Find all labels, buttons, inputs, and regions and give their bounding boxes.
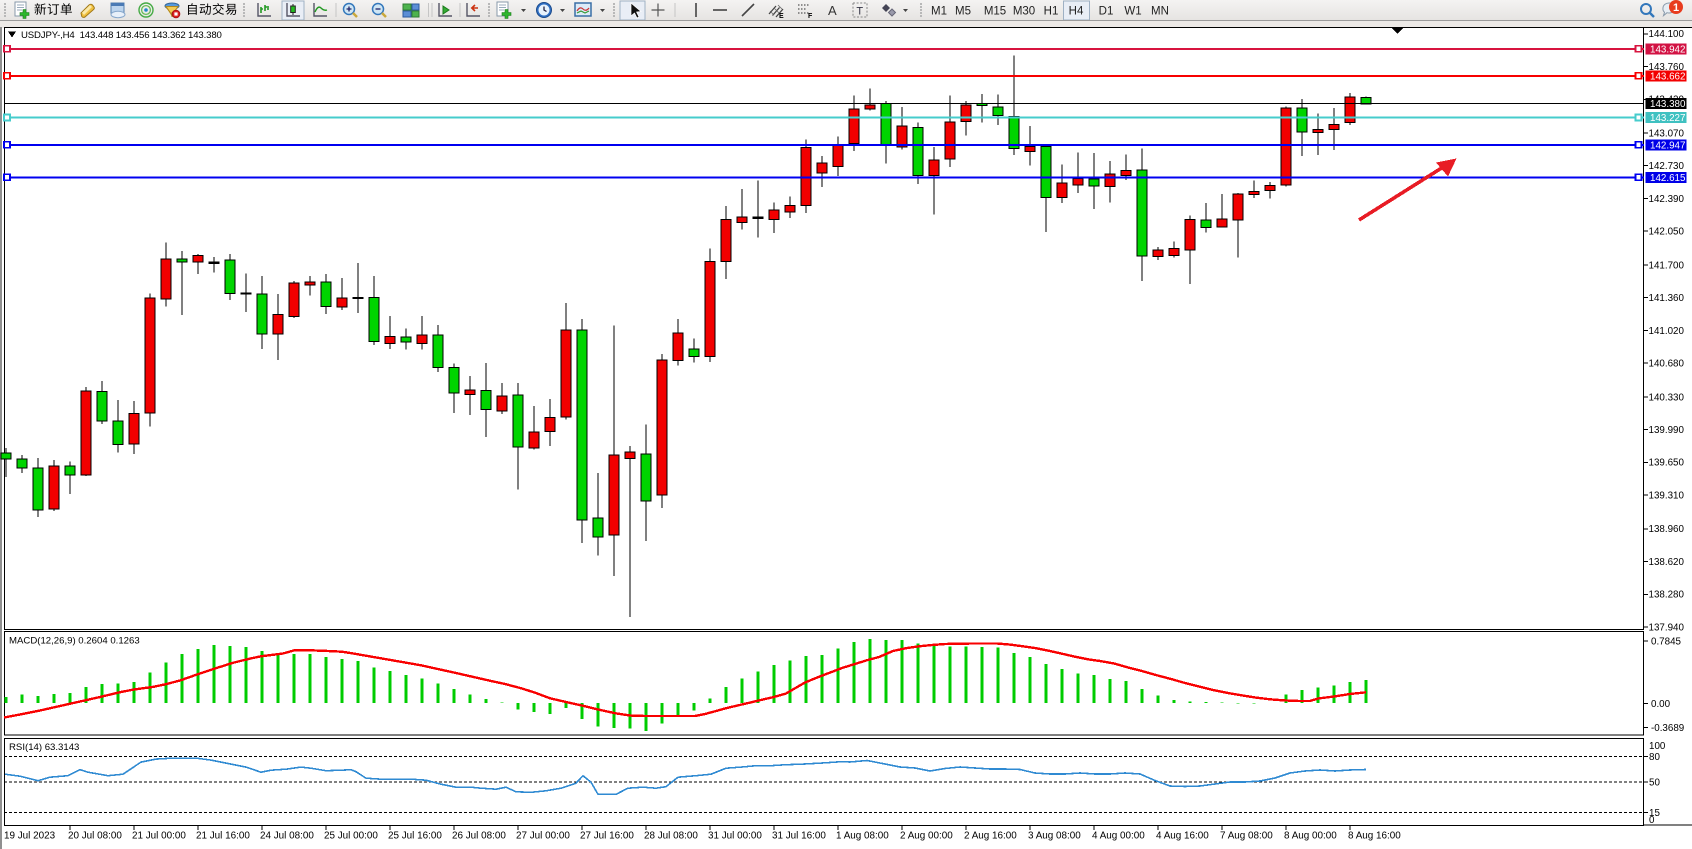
- svg-text:144.100: 144.100: [1649, 29, 1685, 40]
- svg-text:8 Aug 00:00: 8 Aug 00:00: [1284, 831, 1337, 842]
- svg-text:USDJPY-,H4 143.448 143.456 14: USDJPY-,H4 143.448 143.456 143.362 143.3…: [21, 30, 222, 41]
- svg-text:1: 1: [1673, 2, 1679, 14]
- svg-text:140.330: 140.330: [1649, 392, 1685, 403]
- svg-text:100: 100: [1649, 741, 1666, 752]
- svg-text:143.380: 143.380: [1650, 99, 1686, 110]
- svg-text:M5: M5: [955, 6, 971, 18]
- svg-text:31 Jul 00:00: 31 Jul 00:00: [708, 831, 762, 842]
- svg-text:E: E: [779, 13, 784, 20]
- svg-text:2 Aug 00:00: 2 Aug 00:00: [900, 831, 953, 842]
- svg-text:4 Aug 16:00: 4 Aug 16:00: [1156, 831, 1209, 842]
- svg-text:137.940: 137.940: [1649, 622, 1685, 633]
- svg-text:24 Jul 08:00: 24 Jul 08:00: [260, 831, 314, 842]
- svg-text:25 Jul 00:00: 25 Jul 00:00: [324, 831, 378, 842]
- svg-text:21 Jul 16:00: 21 Jul 16:00: [196, 831, 250, 842]
- svg-text:138.620: 138.620: [1649, 557, 1685, 568]
- svg-text:50: 50: [1649, 778, 1660, 789]
- svg-text:80: 80: [1649, 752, 1660, 763]
- svg-text:27 Jul 16:00: 27 Jul 16:00: [580, 831, 634, 842]
- svg-text:A: A: [828, 3, 837, 18]
- svg-text:2 Aug 16:00: 2 Aug 16:00: [964, 831, 1017, 842]
- svg-text:15: 15: [1649, 808, 1660, 819]
- svg-text:141.700: 141.700: [1649, 260, 1685, 271]
- svg-text:0.7845: 0.7845: [1651, 637, 1682, 648]
- svg-text:138.960: 138.960: [1649, 524, 1685, 535]
- svg-text:25 Jul 16:00: 25 Jul 16:00: [388, 831, 442, 842]
- svg-text:19 Jul 2023: 19 Jul 2023: [4, 831, 56, 842]
- svg-text:139.990: 139.990: [1649, 425, 1685, 436]
- svg-text:1 Aug 08:00: 1 Aug 08:00: [836, 831, 889, 842]
- svg-text:138.280: 138.280: [1649, 590, 1685, 601]
- svg-text:142.730: 142.730: [1649, 161, 1685, 172]
- svg-text:139.650: 139.650: [1649, 458, 1685, 469]
- svg-text:31 Jul 16:00: 31 Jul 16:00: [772, 831, 826, 842]
- svg-text:143.760: 143.760: [1649, 62, 1685, 73]
- svg-text:142.050: 142.050: [1649, 227, 1685, 238]
- svg-text:143.942: 143.942: [1650, 44, 1685, 55]
- svg-text:RSI(14) 63.3143: RSI(14) 63.3143: [9, 742, 79, 753]
- svg-text:8 Aug 16:00: 8 Aug 16:00: [1348, 831, 1401, 842]
- svg-text:4 Aug 00:00: 4 Aug 00:00: [1092, 831, 1145, 842]
- svg-text:MN: MN: [1151, 6, 1169, 18]
- svg-text:139.310: 139.310: [1649, 491, 1685, 502]
- svg-text:142.947: 142.947: [1650, 140, 1685, 151]
- svg-text:142.390: 142.390: [1649, 194, 1685, 205]
- svg-text:-0.3689: -0.3689: [1651, 723, 1684, 734]
- svg-text:M30: M30: [1013, 6, 1035, 18]
- svg-text:141.020: 141.020: [1649, 326, 1685, 337]
- svg-text:27 Jul 00:00: 27 Jul 00:00: [516, 831, 570, 842]
- svg-text:143.070: 143.070: [1649, 128, 1685, 139]
- svg-text:M15: M15: [984, 6, 1006, 18]
- svg-text:143.662: 143.662: [1650, 71, 1685, 82]
- svg-text:D1: D1: [1099, 6, 1114, 18]
- svg-text:0: 0: [1649, 815, 1655, 826]
- svg-text:28 Jul 08:00: 28 Jul 08:00: [644, 831, 698, 842]
- svg-text:142.615: 142.615: [1650, 173, 1686, 184]
- svg-text:21 Jul 00:00: 21 Jul 00:00: [132, 831, 186, 842]
- svg-text:H1: H1: [1044, 6, 1059, 18]
- svg-text:F: F: [808, 13, 813, 20]
- svg-text:26 Jul 08:00: 26 Jul 08:00: [452, 831, 506, 842]
- svg-text:M1: M1: [931, 6, 947, 18]
- svg-text:T: T: [856, 6, 863, 18]
- svg-text:0.00: 0.00: [1651, 699, 1671, 710]
- svg-text:MACD(12,26,9) 0.2604 0.1263: MACD(12,26,9) 0.2604 0.1263: [9, 636, 140, 647]
- svg-text:W1: W1: [1124, 6, 1141, 18]
- svg-text:3 Aug 08:00: 3 Aug 08:00: [1028, 831, 1081, 842]
- svg-text:143.227: 143.227: [1650, 113, 1685, 124]
- svg-text:141.360: 141.360: [1649, 293, 1685, 304]
- svg-text:20 Jul 08:00: 20 Jul 08:00: [68, 831, 122, 842]
- svg-text:7 Aug 08:00: 7 Aug 08:00: [1220, 831, 1273, 842]
- svg-text:H4: H4: [1069, 6, 1084, 18]
- svg-text:140.680: 140.680: [1649, 359, 1685, 370]
